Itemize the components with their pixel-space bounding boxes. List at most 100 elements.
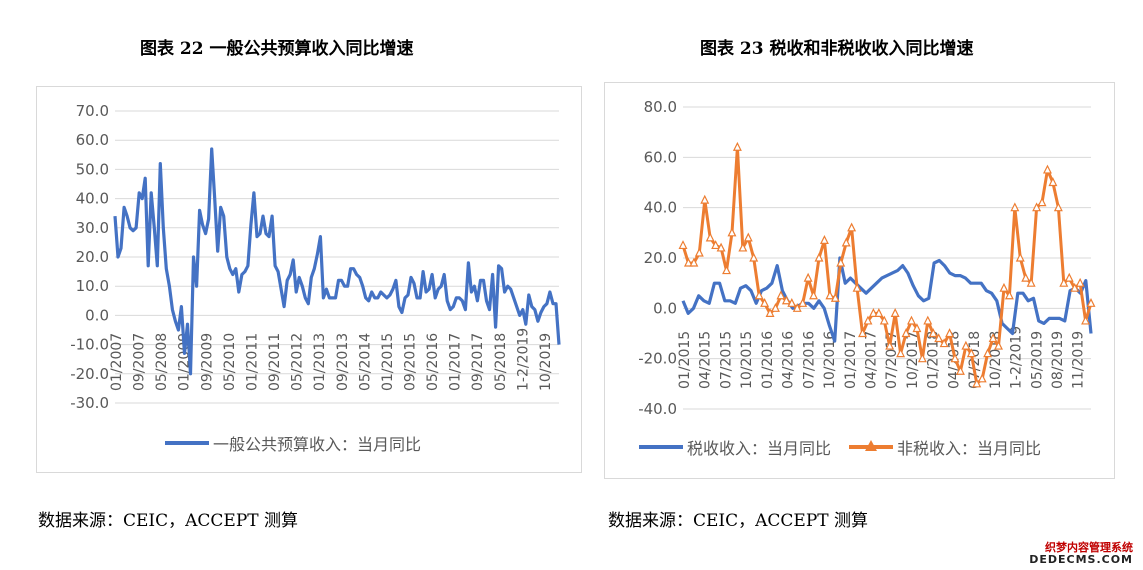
data-point-marker: [972, 378, 982, 388]
data-point-marker: [934, 333, 944, 343]
data-point-marker: [1075, 277, 1085, 287]
legend-item-budget-revenue: 一般公共预算收入：当月同比: [165, 431, 421, 455]
y-tick-label: 20.0: [76, 248, 109, 266]
legend-label-budget-revenue: 一般公共预算收入：当月同比: [213, 435, 422, 454]
y-tick-label: -20.0: [638, 350, 677, 368]
x-tick-label: 05/2014: [357, 333, 373, 391]
legend-item-nontax: 非税收入：当月同比: [849, 435, 1041, 459]
data-point-marker: [1021, 272, 1031, 282]
x-tick-label: 08/2019: [1050, 331, 1066, 389]
y-tick-label: 40.0: [644, 199, 677, 217]
data-point-marker: [781, 295, 791, 305]
data-point-marker: [847, 222, 857, 232]
data-point-marker: [825, 290, 835, 300]
data-point-marker: [700, 194, 710, 204]
data-point-marker: [787, 297, 797, 307]
data-point-marker: [732, 141, 742, 151]
x-tick-label: 01/2015: [380, 333, 396, 391]
data-point-marker: [1081, 315, 1091, 325]
chart-frame-23: 80.0 60.0 40.0 20.0 0.0 -20.0 -40.0 01/2015 04/2…: [604, 82, 1115, 479]
legend-line-blue-icon: [639, 445, 683, 449]
x-tick-label: 01/2013: [312, 333, 328, 391]
data-point-marker: [694, 247, 704, 257]
data-point-marker: [722, 265, 731, 275]
data-point-marker: [1070, 282, 1080, 292]
data-point-marker: [683, 257, 693, 267]
data-point-marker: [928, 328, 938, 338]
x-tick-label: 10/2015: [739, 331, 755, 389]
x-tick-label: 05/2018: [493, 333, 509, 391]
data-point-marker: [727, 227, 737, 237]
data-point-marker: [994, 340, 1003, 350]
data-point-marker: [798, 297, 808, 307]
y-tick-label: -10.0: [70, 336, 109, 354]
series-line: [113, 147, 561, 376]
x-tick-label: 07/2018: [967, 331, 983, 389]
watermark-line1: 织梦内容管理系统: [1045, 541, 1133, 554]
data-point-marker: [885, 340, 895, 350]
data-point-marker: [841, 237, 851, 247]
x-tick-label: 07/2015: [718, 331, 734, 389]
data-point-marker: [836, 257, 846, 267]
y-tick-label: 40.0: [76, 190, 109, 208]
x-tick-label: 05/2010: [222, 333, 238, 391]
y-tick-label: 0.0: [653, 299, 677, 317]
x-tick-label: 10/2019: [538, 333, 554, 391]
chart-title-23: 图表 23 税收和非税收收入同比增速: [700, 39, 974, 59]
data-point-marker: [803, 272, 813, 282]
x-tick-label: 05/2019: [1029, 331, 1045, 389]
data-point-marker: [1059, 277, 1069, 287]
data-point-marker: [738, 242, 748, 252]
data-point-marker: [743, 232, 753, 242]
y-tick-label: -20.0: [70, 365, 109, 383]
data-point-marker: [879, 315, 889, 325]
x-tick-label: 01/2007: [109, 333, 125, 391]
x-tick-label: 01/2011: [244, 333, 260, 391]
x-tick-label: 04/2017: [863, 331, 879, 389]
data-point-marker: [1043, 164, 1052, 174]
source-note-right: 数据来源：CEIC，ACCEPT 测算: [608, 511, 869, 531]
data-point-marker: [1004, 290, 1014, 300]
data-point-marker: [977, 373, 987, 383]
legend-label-tax: 税收收入：当月同比: [687, 439, 832, 458]
series-line: [681, 256, 1093, 343]
data-point-marker: [705, 232, 715, 242]
data-point-marker: [923, 315, 933, 325]
data-point-marker: [896, 348, 906, 358]
chart-title-22: 图表 22 一般公共预算收入同比增速: [140, 39, 414, 59]
x-tick-label: 09/2011: [267, 333, 283, 391]
x-tick-label: 01/2016: [760, 331, 776, 389]
data-point-marker: [771, 302, 780, 312]
data-point-marker: [852, 282, 862, 292]
data-point-marker: [809, 290, 819, 300]
y-tick-label: 20.0: [644, 249, 677, 267]
x-tick-label: 1-2/2019: [1009, 326, 1025, 389]
x-tick-label: 01/2017: [448, 333, 464, 391]
y-tick-label: 60.0: [644, 148, 677, 166]
chart-frame-22: 70.0 60.0 50.0 40.0 30.0 20.0 10.0 0.0 -10.0 -20.…: [36, 86, 582, 473]
x-tick-label: 10/2017: [905, 331, 921, 389]
data-point-marker: [814, 252, 824, 262]
data-point-marker: [868, 308, 878, 317]
data-point-marker: [830, 292, 840, 302]
data-point-marker: [765, 308, 775, 317]
data-point-marker: [711, 240, 721, 250]
y-tick-label: -30.0: [70, 394, 109, 412]
y-tick-label: -40.0: [638, 400, 677, 418]
data-point-marker: [754, 290, 764, 300]
x-tick-label: 09/2009: [199, 333, 215, 391]
legend-22: 一般公共预算收入：当月同比: [165, 431, 421, 455]
legend-label-nontax: 非税收入：当月同比: [897, 439, 1042, 458]
data-point-marker: [999, 282, 1009, 292]
data-point-marker: [945, 328, 955, 338]
chart-23-plot: 80.0 60.0 40.0 20.0 0.0 -20.0 -40.001/2015 04/2…: [638, 98, 1096, 418]
data-point-marker: [1010, 202, 1020, 212]
series-line-nontax: [681, 145, 1093, 386]
x-tick-label: 09/2015: [403, 333, 419, 391]
data-point-marker: [760, 297, 770, 307]
data-point-marker: [966, 348, 976, 358]
x-tick-label: 01/2017: [843, 331, 859, 389]
data-point-marker: [1053, 202, 1063, 212]
data-point-marker: [961, 340, 971, 350]
legend-23: 税收收入：当月同比 非税收入：当月同比: [639, 435, 1041, 459]
